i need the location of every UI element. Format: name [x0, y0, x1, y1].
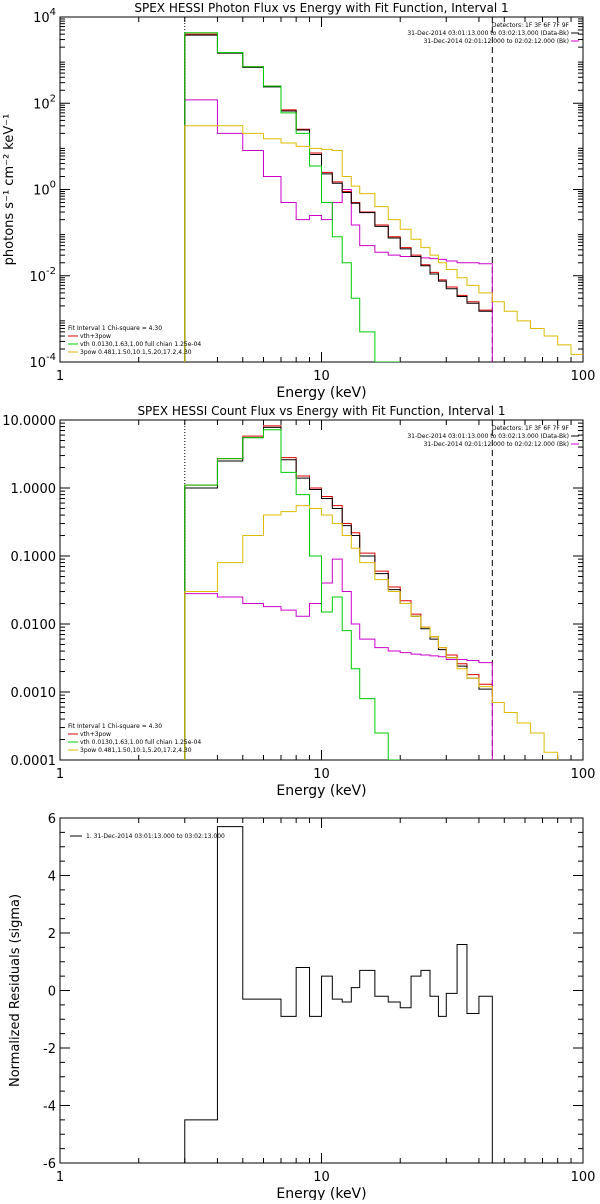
- x-tick-label: 100: [571, 369, 596, 384]
- y-tick-base: 10: [29, 356, 46, 371]
- y-tick-exponent: 4: [50, 7, 56, 18]
- y-tick-base: 10: [33, 97, 50, 112]
- chart-title: SPEX HESSI Count Flux vs Energy with Fit…: [137, 404, 505, 418]
- y-tick-label: 0.0001: [11, 754, 57, 769]
- legend-entry: Detectors: 1F 3F 6F 7F 9F: [492, 425, 570, 432]
- y-tick-label: 0.0010: [11, 686, 57, 701]
- x-tick-label: 10: [313, 369, 330, 384]
- x-tick-label: 1: [56, 767, 64, 782]
- x-axis-label: Energy (keV): [276, 1186, 366, 1200]
- legend-entry: vth 0.0130,1.63,1.00 full chian 1.25e-04: [80, 739, 201, 746]
- legend-entry: 3pow 0.481,1.50,10.1,5.20,17.2,4.30: [80, 349, 192, 356]
- x-tick-label: 1: [56, 1170, 64, 1185]
- legend-entry: 1. 31-Dec-2014 03:01:13.000 to 03:02:13.…: [86, 833, 225, 840]
- y-tick-base: 10: [33, 184, 50, 199]
- chart-panel-1: SPEX HESSI Photon Flux vs Energy with Fi…: [2, 1, 595, 401]
- legend-entry: vth 0.0130,1.63,1.00 full chian 1.25e-04: [80, 341, 201, 348]
- x-tick-label: 100: [571, 1170, 596, 1185]
- data-series-2: [184, 33, 493, 362]
- series-group: [184, 826, 493, 1163]
- y-tick-base: 10: [33, 11, 50, 26]
- chart-title: SPEX HESSI Photon Flux vs Energy with Fi…: [134, 1, 508, 15]
- y-tick-label: 104: [33, 7, 56, 26]
- y-tick-label: 0.0100: [11, 618, 57, 633]
- legend-entry: vth+3pow: [80, 333, 111, 340]
- x-tick-label: 1: [56, 369, 64, 384]
- series-group: [184, 32, 583, 362]
- legend-entry: Detectors: 1F 3F 6F 7F 9F: [492, 22, 570, 29]
- y-tick-label: 102: [33, 93, 56, 112]
- legend-entry: 3pow 0.481,1.50,10.1,5.20,17.2,4.30: [80, 747, 192, 754]
- y-tick-label: 6: [48, 812, 56, 827]
- y-tick-base: 10: [29, 270, 46, 285]
- y-tick-label: 100: [33, 180, 56, 199]
- plot-frame: [59, 16, 584, 363]
- chart-panel-2: SPEX HESSI Count Flux vs Energy with Fit…: [2, 404, 595, 799]
- data-series-2: [184, 425, 493, 760]
- y-tick-exponent: 0: [50, 180, 56, 191]
- y-tick-label: -2: [43, 1042, 56, 1057]
- legend-entry: 31-Dec-2014 02:01:12.000 to 02:02:12.000…: [424, 441, 569, 448]
- y-tick-label: -6: [43, 1157, 56, 1172]
- data-series-4: [184, 32, 401, 362]
- data-series-1: [184, 826, 493, 1163]
- y-tick-label: 1.0000: [11, 482, 57, 497]
- y-tick-label: 4: [48, 870, 56, 885]
- y-tick-exponent: -2: [46, 266, 56, 277]
- y-tick-label: -4: [43, 1100, 56, 1115]
- x-tick-label: 10: [313, 1170, 330, 1185]
- legend-entry: Fit Interval 1 Chi-square = 4.30: [68, 723, 162, 730]
- y-tick-label: 0.1000: [11, 550, 57, 565]
- plot-frame: [59, 817, 584, 1164]
- plot-frame: [59, 419, 584, 761]
- data-series-3: [184, 426, 493, 760]
- x-axis-label: Energy (keV): [276, 783, 366, 799]
- legend-entry: Fit Interval 1 Chi-square = 4.30: [68, 325, 162, 332]
- x-axis-label: Energy (keV): [276, 385, 366, 401]
- y-tick-label: 0: [48, 985, 56, 1000]
- chart-panel-3: Energy (keV) Normalized Residuals (sigma)…: [8, 812, 596, 1202]
- legend-entry: 31-Dec-2014 03:01:13.000 to 03:02:13.000…: [407, 30, 569, 37]
- legend-entry: 31-Dec-2014 03:01:13.000 to 03:02:13.000…: [407, 433, 569, 440]
- y-tick-label: 2: [48, 927, 56, 942]
- data-series-5: [184, 505, 559, 760]
- data-series-1: [184, 99, 493, 362]
- y-tick-exponent: -4: [46, 352, 56, 363]
- legend-entry: vth+3pow: [80, 731, 111, 738]
- y-tick-label: 10-4: [29, 352, 56, 371]
- y-tick-exponent: 2: [50, 93, 56, 104]
- data-series-4: [184, 429, 401, 760]
- series-group: [184, 425, 559, 760]
- x-tick-label: 100: [571, 767, 596, 782]
- data-series-5: [184, 125, 583, 362]
- y-tick-label: 10.0000: [2, 414, 56, 429]
- x-tick-label: 10: [313, 767, 330, 782]
- data-series-3: [184, 34, 493, 362]
- y-axis-label: photons s⁻¹ cm⁻² keV⁻¹: [2, 114, 17, 266]
- y-axis-label: Normalized Residuals (sigma): [8, 894, 23, 1087]
- data-series-1: [184, 558, 493, 760]
- legend-entry: 31-Dec-2014 02:01:12.000 to 02:02:12.000…: [424, 38, 569, 45]
- y-tick-label: 10-2: [29, 266, 56, 285]
